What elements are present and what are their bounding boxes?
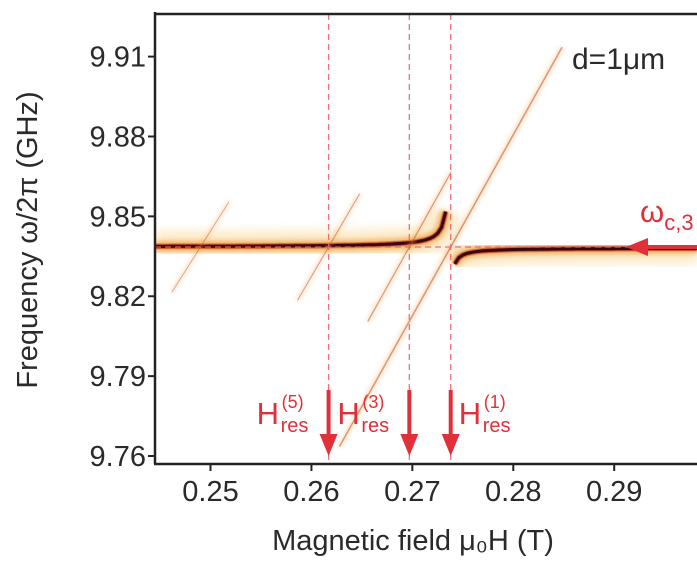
resonance-label-order-2: (1)	[484, 392, 506, 412]
x-tick-label-2: 0.27	[384, 476, 440, 508]
x-axis-label: Magnetic field μ₀H (T)	[272, 525, 554, 557]
resonance-label-order-1: (3)	[362, 392, 384, 412]
y-tick-label-1: 9.79	[90, 361, 146, 393]
y-axis-label: Frequency ω/2π (GHz)	[12, 91, 44, 388]
resonance-arrow-head-1	[400, 434, 419, 456]
axis-ticks: 0.25 0.26 0.27 0.28 0.29 9.76 9.79 9.82 9.85 9.88…	[90, 42, 643, 508]
resonance-label-subscript-0: res	[281, 415, 309, 437]
resonance-label-symbol-2: H	[459, 396, 481, 431]
x-tick-label-0: 0.25	[182, 476, 238, 508]
y-tick-label-2: 9.82	[90, 281, 146, 313]
x-tick-label-1: 0.26	[283, 476, 339, 508]
y-tick-label-4: 9.88	[90, 121, 146, 153]
resonance-arrow-head-0	[319, 434, 338, 456]
resonance-label-subscript-2: res	[483, 415, 511, 437]
y-tick-label-5: 9.91	[90, 42, 146, 74]
x-tick-label-3: 0.28	[485, 476, 541, 508]
cavity-mode-label: ωc,3	[640, 194, 694, 235]
cavity-mode-arrow-head	[626, 237, 648, 256]
resonance-label-symbol-1: H	[337, 396, 359, 431]
y-tick-label-0: 9.76	[90, 441, 146, 473]
cavity-mode-subscript: c,3	[664, 210, 693, 235]
resonance-label-subscript-1: res	[361, 415, 389, 437]
resonance-label-symbol-0: H	[257, 396, 279, 431]
upper-polariton-branch-core	[155, 211, 448, 248]
y-tick-label-3: 9.85	[90, 201, 146, 233]
x-tick-label-4: 0.29	[586, 476, 642, 508]
resonance-annotations: ωc,3H (5)res H (3)res H (1)res	[257, 194, 697, 456]
resonance-guide-lines	[155, 14, 697, 464]
cavity-mode-symbol: ω	[640, 194, 664, 229]
resonance-arrow-head-2	[441, 434, 460, 456]
resonance-label-order-0: (5)	[282, 392, 304, 412]
thickness-annotation: d=1μm	[572, 43, 665, 76]
